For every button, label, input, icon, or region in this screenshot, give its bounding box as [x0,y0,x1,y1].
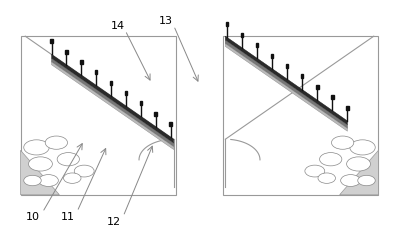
Text: 12: 12 [107,217,121,227]
Circle shape [358,175,375,186]
Bar [80,60,83,64]
Circle shape [350,140,375,155]
Polygon shape [225,40,348,128]
Bar [346,106,349,110]
Text: 11: 11 [61,212,75,222]
Bar [331,95,334,99]
Circle shape [332,136,354,149]
Circle shape [347,157,371,171]
Circle shape [305,165,325,177]
Polygon shape [340,150,378,195]
Circle shape [24,175,41,186]
Bar [316,85,318,89]
Circle shape [45,136,67,149]
Circle shape [320,153,342,166]
Bar [286,64,288,68]
Bar [169,122,172,126]
Bar [301,74,304,79]
Polygon shape [51,59,174,147]
Bar [50,40,53,43]
Circle shape [63,173,81,183]
Bar [226,22,228,26]
Bar [65,50,68,54]
Polygon shape [51,55,174,143]
Polygon shape [225,44,348,131]
Text: 14: 14 [111,20,125,30]
Circle shape [24,140,49,155]
Bar [271,54,273,58]
Circle shape [318,173,336,183]
Circle shape [57,153,79,166]
Bar [241,33,243,37]
Bar [110,81,112,85]
Text: 10: 10 [26,212,40,222]
Bar [125,91,127,95]
Bar [140,101,142,105]
Bar [256,43,258,47]
Text: 13: 13 [159,16,173,26]
Circle shape [28,157,52,171]
Polygon shape [51,62,174,149]
Bar [95,70,97,74]
Circle shape [38,175,58,186]
Circle shape [341,175,361,186]
Bar [154,112,157,116]
Polygon shape [21,150,59,195]
Circle shape [74,165,94,177]
Polygon shape [225,36,348,125]
